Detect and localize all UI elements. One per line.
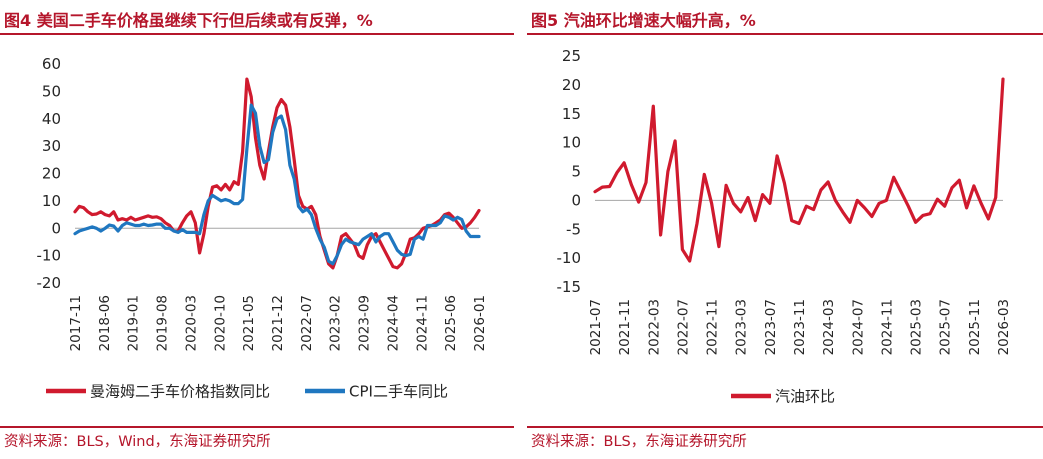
right-chart-y-tick-label: -15 xyxy=(557,278,582,296)
right-chart-series-line-1 xyxy=(593,77,1005,263)
right-chart-x-tick-label: 2025-07 xyxy=(938,299,954,355)
left-chart-legend-label-1: 曼海姆二手车价格指数同比 xyxy=(90,383,270,401)
left-chart-y-tick-label: 10 xyxy=(42,192,61,210)
right-chart-x-tick-label: 2023-03 xyxy=(734,299,750,355)
used-car-price-chart: -20 -10 0 10 20 30 40 50 60 2017-11 2018-06 2019-01… xyxy=(37,55,489,401)
right-chart-x-tick-label: 2024-07 xyxy=(850,299,866,355)
left-chart-y-tick-label: -20 xyxy=(37,274,62,292)
right-chart-y-tick-label: -5 xyxy=(566,220,581,238)
right-chart-x-tick-label: 2022-11 xyxy=(705,299,721,355)
right-chart-y-tick-label: 5 xyxy=(571,163,581,181)
left-chart-y-tick-label: 60 xyxy=(42,55,61,73)
right-chart-y-tick-label: 0 xyxy=(571,191,581,209)
left-chart-y-tick-label: 50 xyxy=(42,82,61,100)
right-title-rule xyxy=(527,33,1043,35)
right-chart-x-tick-label: 2024-11 xyxy=(879,299,895,355)
left-chart-y-tick-label: -10 xyxy=(37,247,62,265)
left-chart-series-line-2 xyxy=(73,103,481,266)
left-source-rule xyxy=(0,426,514,428)
left-chart-x-tick-label: 2024-11 xyxy=(414,295,430,351)
right-figure-title: 图5 汽油环比增速大幅升高，% xyxy=(531,11,756,30)
left-chart-x-tick-label: 2021-05 xyxy=(241,295,257,351)
right-chart-x-tick-label: 2024-03 xyxy=(821,299,837,355)
right-chart-x-tick-label: 2022-07 xyxy=(675,299,691,355)
left-figure-title: 图4 美国二手车价格虽继续下行但后续或有反弹，% xyxy=(4,11,373,30)
left-chart-legend-label-2: CPI二手车同比 xyxy=(349,383,448,401)
right-chart-y-tick-label: 15 xyxy=(562,105,581,123)
left-chart-x-tick-label: 2020-10 xyxy=(212,295,228,351)
left-chart-x-tick-label: 2021-12 xyxy=(270,295,286,351)
right-source-rule xyxy=(527,426,1043,428)
left-chart-x-tick-label: 2024-04 xyxy=(385,295,401,351)
right-chart-y-tick-label: 20 xyxy=(562,76,581,94)
left-chart-y-tick-label: 30 xyxy=(42,137,61,155)
left-chart-y-tick-label: 0 xyxy=(51,219,61,237)
left-chart-y-tick-label: 40 xyxy=(42,110,61,128)
left-chart-x-tick-label: 2019-01 xyxy=(126,295,142,351)
right-figure-panel: 图5 汽油环比增速大幅升高，% -15 -10 -5 0 5 10 15 20 25 2021-0… xyxy=(527,0,1043,459)
right-chart-y-tick-label: 10 xyxy=(562,134,581,152)
left-chart-x-tick-label: 2017-11 xyxy=(68,295,84,351)
left-chart-series-line-1 xyxy=(73,77,481,270)
right-chart-x-tick-label: 2026-03 xyxy=(996,299,1012,355)
right-chart-x-tick-label: 2023-11 xyxy=(792,299,808,355)
left-chart-x-tick-label: 2020-03 xyxy=(183,295,199,351)
right-chart-x-tick-label: 2025-11 xyxy=(967,299,983,355)
left-chart-y-tick-label: 20 xyxy=(42,165,61,183)
right-chart-x-tick-label: 2025-03 xyxy=(909,299,925,355)
right-chart-y-tick-label: 25 xyxy=(562,47,581,65)
left-chart-x-tick-label: 2022-07 xyxy=(299,295,315,351)
left-source-note: 资料来源：BLS，Wind，东海证券研究所 xyxy=(4,434,271,450)
left-chart-x-tick-label: 2023-02 xyxy=(328,295,344,351)
left-chart-x-tick-label: 2018-06 xyxy=(97,295,113,351)
right-chart-y-tick-label: -10 xyxy=(557,249,582,267)
right-chart-x-tick-label: 2023-07 xyxy=(763,299,779,355)
left-chart-x-tick-label: 2019-08 xyxy=(155,295,171,351)
right-source-note: 资料来源：BLS，东海证券研究所 xyxy=(531,434,747,450)
left-chart-x-tick-label: 2025-06 xyxy=(443,295,459,351)
right-chart-x-tick-label: 2022-03 xyxy=(646,299,662,355)
right-chart-x-tick-label: 2021-11 xyxy=(617,299,633,355)
left-chart-x-tick-label: 2023-09 xyxy=(357,295,373,351)
left-figure-panel: 图4 美国二手车价格虽继续下行但后续或有反弹，% -20 -10 0 10 20 30 40… xyxy=(0,0,514,459)
left-title-rule xyxy=(0,33,514,35)
left-chart-x-tick-label: 2026-01 xyxy=(472,295,488,351)
right-chart-x-tick-label: 2021-07 xyxy=(588,299,604,355)
right-chart-legend-label-1: 汽油环比 xyxy=(775,388,835,406)
gasoline-mom-chart: -15 -10 -5 0 5 10 15 20 25 2021-07 2021-11 2022-03 2… xyxy=(557,47,1013,406)
